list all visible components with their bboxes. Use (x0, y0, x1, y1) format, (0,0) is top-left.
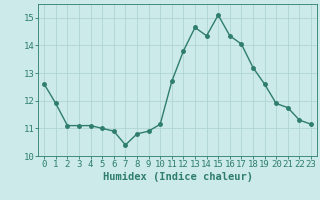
X-axis label: Humidex (Indice chaleur): Humidex (Indice chaleur) (103, 172, 252, 182)
